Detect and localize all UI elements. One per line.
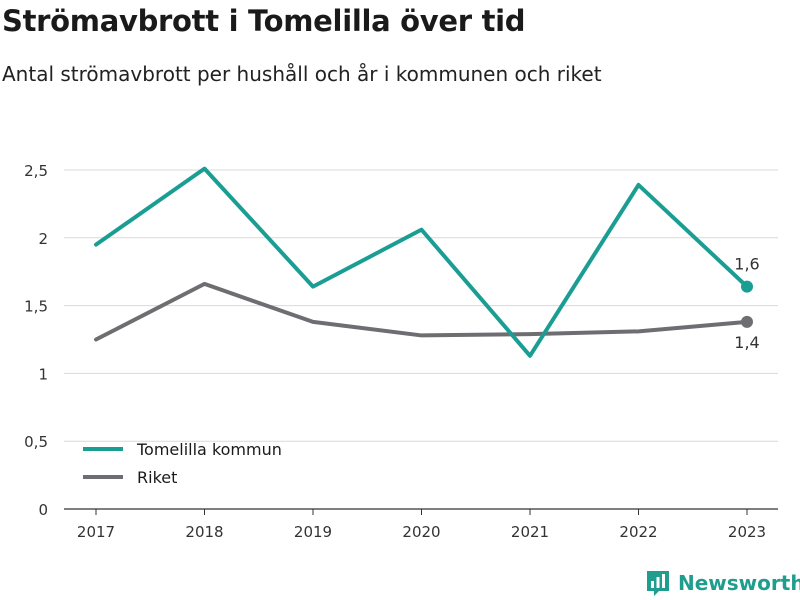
x-tick-label: 2021 [511,523,549,541]
y-axis: 0 0,5 1 1,5 2 2,5 [24,162,48,519]
legend-label: Riket [137,468,177,487]
x-axis: 2017 2018 2019 2020 2021 2022 2023 [64,508,778,541]
y-tick-label: 2 [38,230,48,248]
chart-title: Strömavbrott i Tomelilla över tid [2,4,526,38]
x-tick-label: 2019 [294,523,332,541]
newsworthy-logo-icon [647,571,669,596]
end-point-marker [741,315,753,328]
chart-subtitle: Antal strömavbrott per hushåll och år i … [2,62,602,86]
end-value-label: 1,6 [734,255,759,274]
x-tick-label: 2023 [728,523,766,541]
y-tick-label: 1,5 [24,298,48,316]
end-point-marker [741,280,753,293]
brand-name: Newsworthy [678,571,800,595]
legend: Tomelilla kommun Riket [83,440,282,487]
series-lines [94,166,753,358]
gridlines [64,169,778,442]
y-tick-label: 1 [38,365,48,383]
end-value-label: 1,4 [734,333,759,352]
x-tick-label: 2022 [619,523,657,541]
x-tick-label: 2018 [185,523,223,541]
y-tick-label: 2,5 [24,162,48,180]
series-line [94,166,749,358]
series-line [94,281,749,342]
x-tick-label: 2020 [402,523,440,541]
legend-label: Tomelilla kommun [136,440,282,459]
y-tick-label: 0,5 [24,433,48,451]
end-labels: 1,4 1,6 [734,255,759,352]
newsworthy-logo: Newsworthy [645,568,800,598]
x-tick-label: 2017 [77,523,115,541]
y-tick-label: 0 [38,501,48,519]
